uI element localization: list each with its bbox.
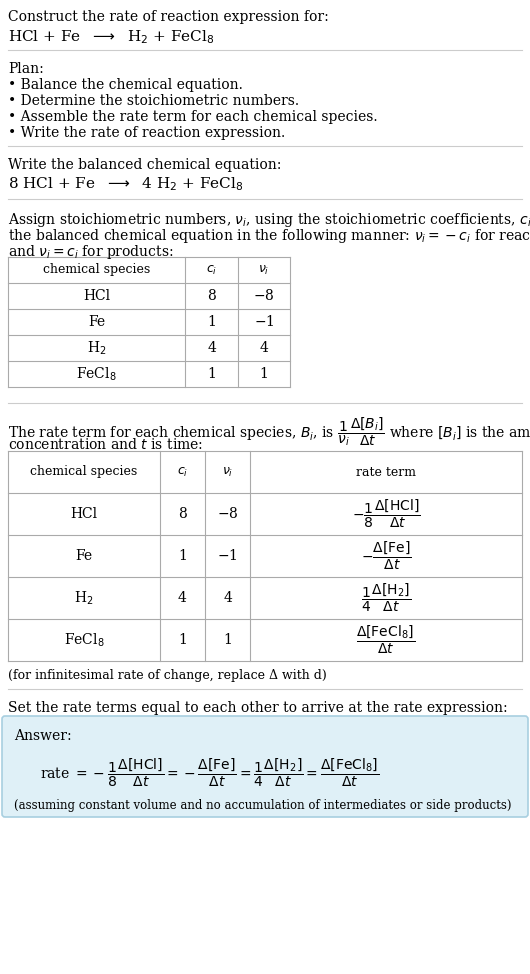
Text: FeCl$_8$: FeCl$_8$: [64, 631, 104, 649]
Text: Plan:: Plan:: [8, 62, 44, 76]
Text: 4: 4: [178, 591, 187, 605]
Text: $\dfrac{1}{4}\dfrac{\Delta[\mathrm{H_2}]}{\Delta t}$: $\dfrac{1}{4}\dfrac{\Delta[\mathrm{H_2}]…: [361, 581, 411, 615]
Text: 8: 8: [178, 507, 187, 521]
Text: the balanced chemical equation in the following manner: $\nu_i = -c_i$ for react: the balanced chemical equation in the fo…: [8, 227, 530, 245]
Text: (assuming constant volume and no accumulation of intermediates or side products): (assuming constant volume and no accumul…: [14, 799, 511, 812]
Text: Answer:: Answer:: [14, 729, 72, 743]
Text: • Balance the chemical equation.: • Balance the chemical equation.: [8, 78, 243, 92]
Text: Fe: Fe: [88, 315, 105, 329]
Text: HCl: HCl: [83, 289, 110, 303]
Text: 4: 4: [223, 591, 232, 605]
Text: $c_i$: $c_i$: [177, 466, 188, 478]
Text: Write the balanced chemical equation:: Write the balanced chemical equation:: [8, 158, 281, 172]
Text: $\dfrac{\Delta[\mathrm{FeCl_8}]}{\Delta t}$: $\dfrac{\Delta[\mathrm{FeCl_8}]}{\Delta …: [357, 623, 416, 656]
Text: 1: 1: [223, 633, 232, 647]
Text: rate $= -\dfrac{1}{8}\dfrac{\Delta[\mathrm{HCl}]}{\Delta t} = -\dfrac{\Delta[\ma: rate $= -\dfrac{1}{8}\dfrac{\Delta[\math…: [40, 757, 379, 789]
Text: H$_2$: H$_2$: [87, 339, 106, 356]
Text: $\nu_i$: $\nu_i$: [258, 263, 270, 277]
Text: The rate term for each chemical species, $B_i$, is $\dfrac{1}{\nu_i}\dfrac{\Delt: The rate term for each chemical species,…: [8, 415, 530, 448]
Text: Assign stoichiometric numbers, $\nu_i$, using the stoichiometric coefficients, $: Assign stoichiometric numbers, $\nu_i$, …: [8, 211, 530, 229]
Text: 4: 4: [260, 341, 268, 355]
Text: $-\dfrac{1}{8}\dfrac{\Delta[\mathrm{HCl}]}{\Delta t}$: $-\dfrac{1}{8}\dfrac{\Delta[\mathrm{HCl}…: [352, 498, 420, 530]
Text: 1: 1: [207, 315, 216, 329]
Text: $-$8: $-$8: [253, 288, 275, 304]
Text: concentration and $t$ is time:: concentration and $t$ is time:: [8, 437, 203, 452]
Text: $-$1: $-$1: [217, 548, 238, 564]
Text: • Determine the stoichiometric numbers.: • Determine the stoichiometric numbers.: [8, 94, 299, 108]
Text: $c_i$: $c_i$: [206, 263, 217, 277]
Text: (for infinitesimal rate of change, replace Δ with d): (for infinitesimal rate of change, repla…: [8, 669, 327, 682]
Text: 8: 8: [207, 289, 216, 303]
Text: 4: 4: [207, 341, 216, 355]
Text: H$_2$: H$_2$: [74, 589, 94, 607]
Text: 8 HCl + Fe  $\longrightarrow$  4 H$_2$ + FeCl$_8$: 8 HCl + Fe $\longrightarrow$ 4 H$_2$ + F…: [8, 175, 244, 193]
Text: 1: 1: [178, 633, 187, 647]
Text: and $\nu_i = c_i$ for products:: and $\nu_i = c_i$ for products:: [8, 243, 173, 261]
Text: Construct the rate of reaction expression for:: Construct the rate of reaction expressio…: [8, 10, 329, 24]
Text: FeCl$_8$: FeCl$_8$: [76, 365, 117, 383]
Text: rate term: rate term: [356, 466, 416, 478]
Text: $-$8: $-$8: [217, 506, 238, 521]
Text: $\nu_i$: $\nu_i$: [222, 466, 233, 478]
Text: • Assemble the rate term for each chemical species.: • Assemble the rate term for each chemic…: [8, 110, 377, 124]
Text: Set the rate terms equal to each other to arrive at the rate expression:: Set the rate terms equal to each other t…: [8, 701, 508, 715]
Text: 1: 1: [207, 367, 216, 381]
Text: Fe: Fe: [75, 549, 93, 563]
Text: chemical species: chemical species: [30, 466, 138, 478]
Text: 1: 1: [260, 367, 268, 381]
Text: $-\dfrac{\Delta[\mathrm{Fe}]}{\Delta t}$: $-\dfrac{\Delta[\mathrm{Fe}]}{\Delta t}$: [361, 540, 411, 572]
Text: HCl: HCl: [70, 507, 98, 521]
Text: chemical species: chemical species: [43, 264, 150, 277]
Text: 1: 1: [178, 549, 187, 563]
Text: $-$1: $-$1: [254, 315, 274, 329]
FancyBboxPatch shape: [2, 716, 528, 817]
Text: HCl + Fe  $\longrightarrow$  H$_2$ + FeCl$_8$: HCl + Fe $\longrightarrow$ H$_2$ + FeCl$…: [8, 28, 215, 46]
Text: • Write the rate of reaction expression.: • Write the rate of reaction expression.: [8, 126, 285, 140]
